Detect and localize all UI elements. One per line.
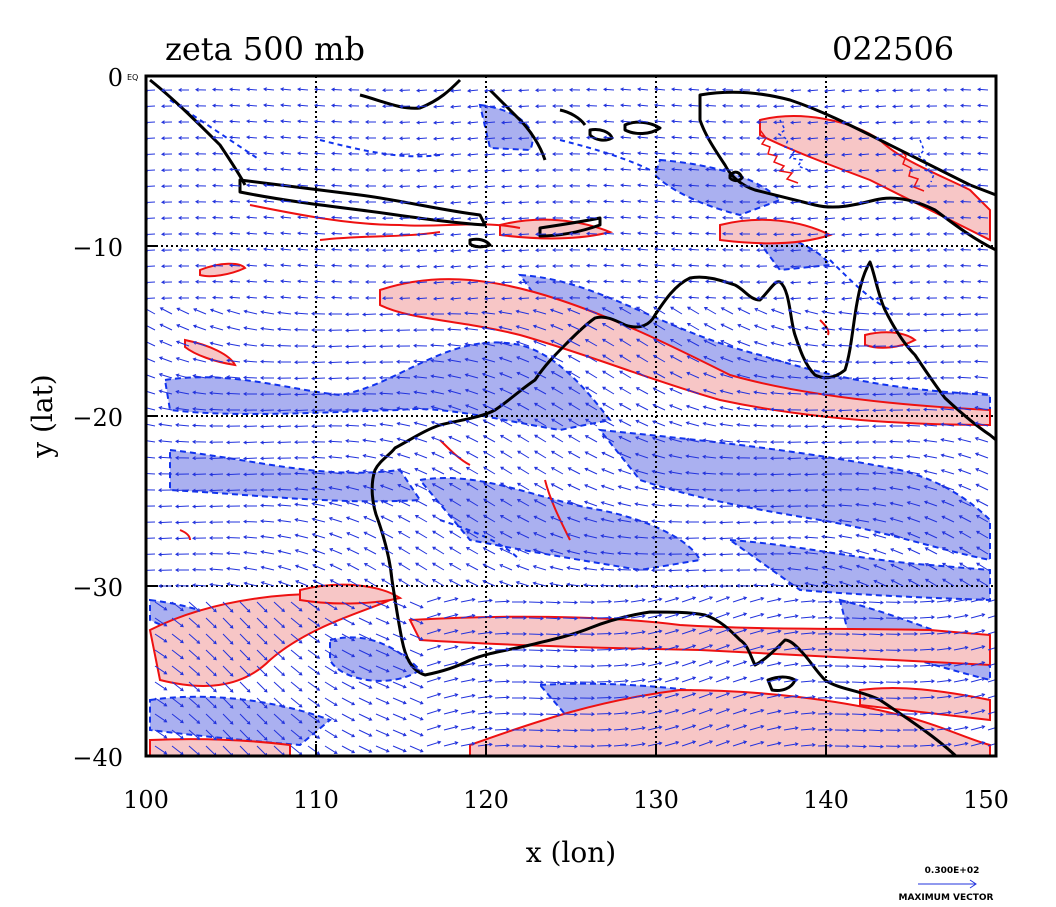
plot-area: [146, 76, 996, 756]
new-guinea-coast: [698, 90, 996, 252]
x-tick-label: 110: [293, 786, 339, 814]
y-tick-label: −30: [72, 574, 123, 602]
positive-region: [299, 583, 403, 605]
negative-region: [653, 158, 782, 217]
y-tick-label: −40: [72, 744, 123, 772]
lat-lon-grid: [146, 76, 996, 756]
reference-arrowhead: [969, 879, 977, 889]
small-island: [468, 237, 492, 249]
dense-vorticity-cluster: [759, 119, 935, 192]
equator-label: EQ: [127, 73, 138, 82]
negative-region: [329, 636, 422, 682]
positive-region: [379, 278, 991, 427]
positive-region: [149, 738, 291, 756]
positive-region: [469, 688, 991, 756]
negative-region: [169, 448, 422, 503]
positive-region: [719, 218, 833, 245]
coastlines: [149, 78, 996, 756]
wind-vectors: [146, 87, 996, 756]
x-tick-label: 150: [963, 786, 1009, 814]
plot-date: 022506: [832, 30, 954, 68]
max-vector-value: 0.300E+02: [925, 866, 980, 876]
max-vector-label: MAXIMUM VECTOR: [898, 893, 993, 903]
x-tick-label: 140: [803, 786, 849, 814]
y-axis-label: y (lat): [26, 374, 59, 458]
positive-region: [148, 593, 394, 687]
negative-region: [597, 428, 991, 562]
x-axis-label: x (lon): [526, 836, 616, 869]
tick-marks: [145, 75, 997, 757]
australia-coast: [370, 260, 996, 756]
small-island: [728, 170, 744, 183]
y-tick-label: 0: [108, 64, 123, 92]
x-tick-labels: 100 110 120 130 140 150: [123, 786, 1009, 814]
x-tick-label: 100: [123, 786, 169, 814]
small-island: [623, 120, 662, 135]
negative-region: [418, 476, 702, 572]
positive-region: [199, 262, 247, 278]
x-tick-label: 120: [463, 786, 509, 814]
y-tick-labels: 0 −10 −20 −30 −40: [72, 64, 123, 772]
timor-coast: [538, 216, 602, 238]
x-tick-label: 130: [633, 786, 679, 814]
borneo-sulawesi-coast: [359, 78, 587, 161]
positive-vorticity-regions: [148, 115, 991, 756]
plot-title: zeta 500 mb: [165, 30, 365, 68]
y-tick-label: −10: [72, 234, 123, 262]
wind-vector-arrows: [146, 87, 996, 756]
vector-legend: 0.300E+02 MAXIMUM VECTOR: [898, 866, 993, 903]
y-tick-label: −20: [72, 404, 123, 432]
sumatra-coast: [149, 78, 247, 186]
positive-region: [184, 338, 237, 367]
java-coast: [238, 178, 487, 227]
